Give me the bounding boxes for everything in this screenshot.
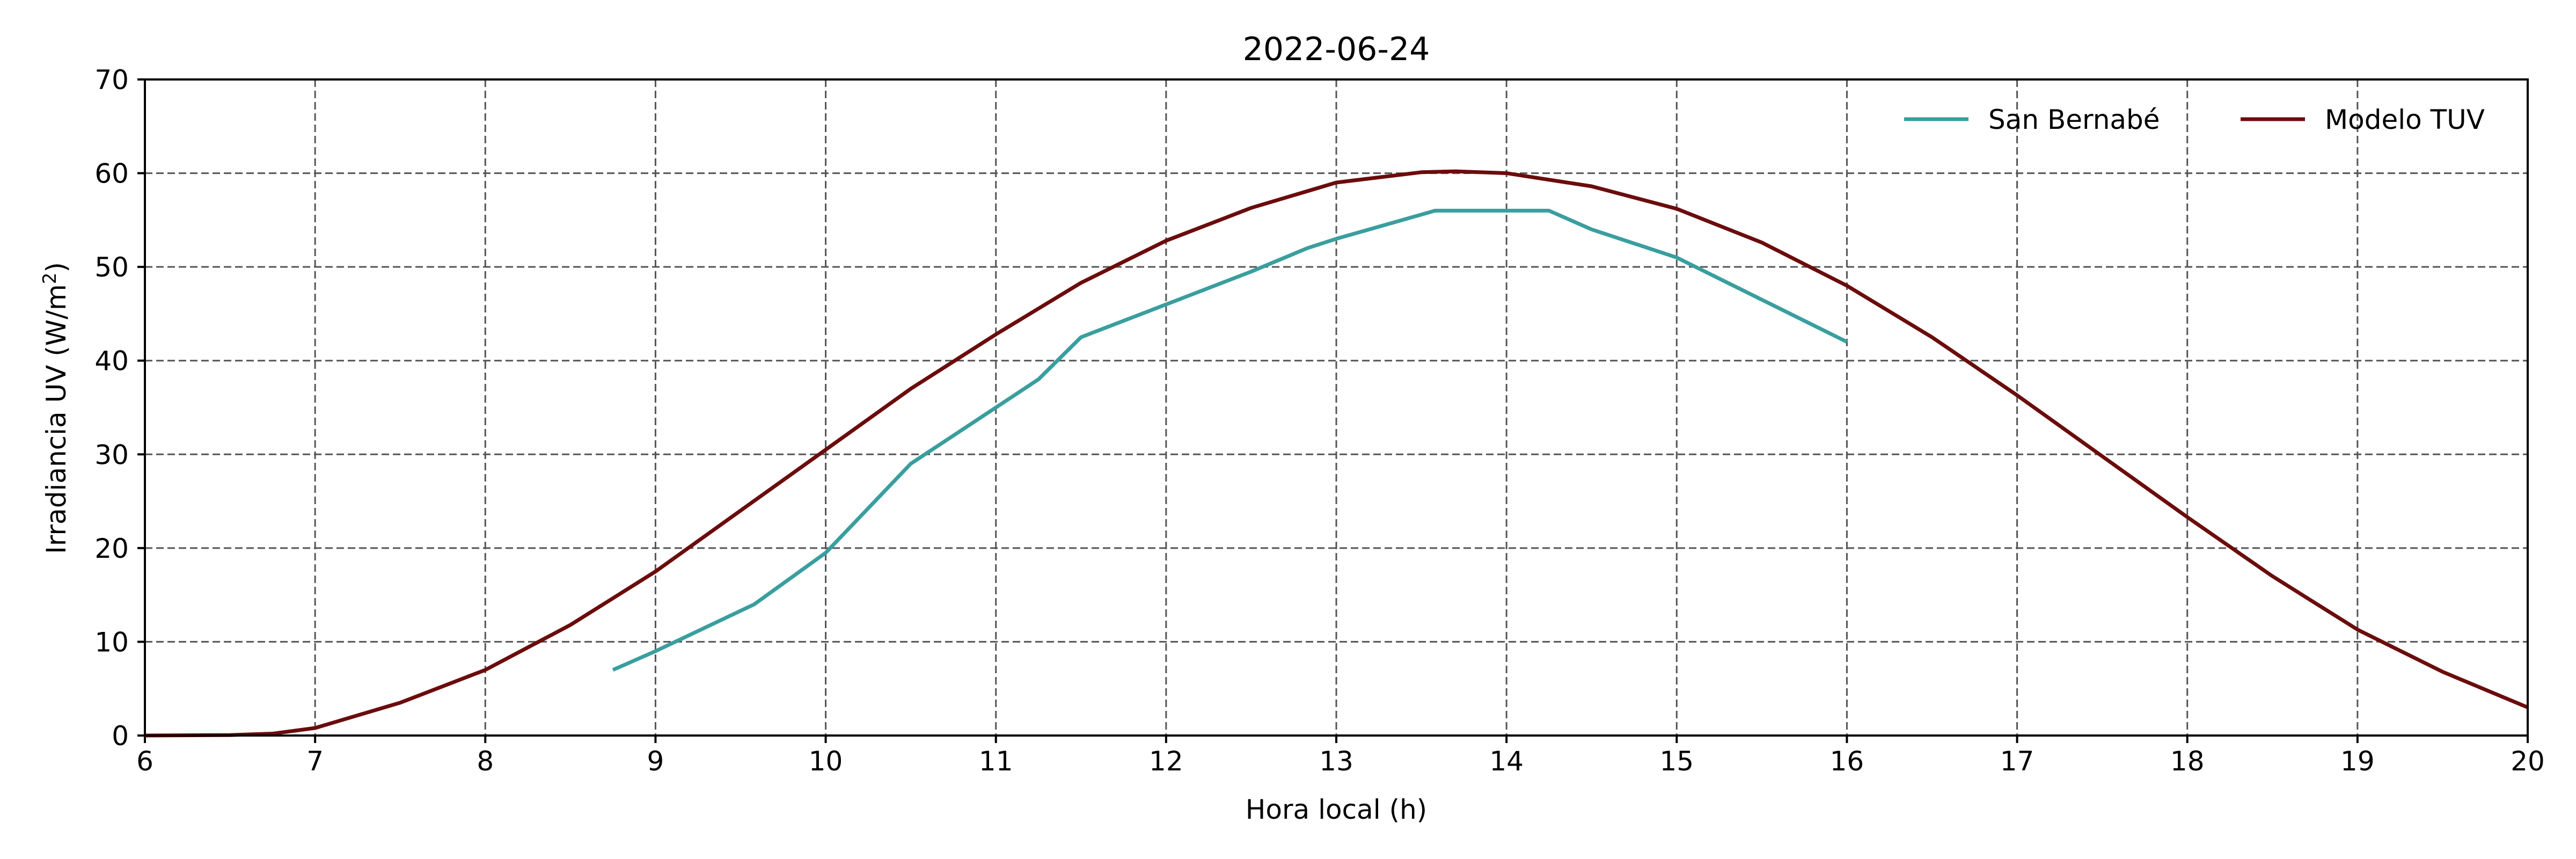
x-tick-label: 20	[2511, 746, 2545, 777]
y-axis-label-main: Irradiancia UV (W/m	[41, 284, 72, 554]
grid-lines	[145, 79, 2528, 736]
x-tick-label: 10	[809, 746, 843, 777]
y-tick-label: 20	[94, 533, 129, 564]
x-tick-label: 13	[1319, 746, 1353, 777]
chart-title: 2022-06-24	[1243, 31, 1430, 68]
x-axis-label: Hora local (h)	[1246, 794, 1427, 825]
x-tick-label: 19	[2340, 746, 2375, 777]
series-line-san-bernabe	[612, 208, 1848, 672]
legend-label: Modelo TUV	[2325, 104, 2485, 135]
y-tick-label: 60	[94, 158, 129, 190]
legend: San Bernabé Modelo TUV	[1904, 104, 2485, 135]
y-tick-label: 0	[112, 720, 129, 752]
x-tick-label: 11	[979, 746, 1013, 777]
x-tick-label: 17	[2000, 746, 2035, 777]
series-lines	[144, 169, 2529, 738]
y-axis-label: Irradiancia UV (W/m2)	[39, 262, 72, 554]
legend-label: San Bernabé	[1988, 104, 2160, 135]
axis-ticks: 6 7 8 9 10 11 12 13 14 15 16 17 18 19 20 0 10 20 30 40 50 60 7…	[94, 64, 2544, 777]
y-tick-label: 10	[94, 627, 129, 658]
x-tick-label: 7	[306, 746, 324, 777]
y-tick-label: 50	[94, 252, 129, 283]
x-tick-label: 12	[1149, 746, 1183, 777]
x-tick-label: 9	[647, 746, 664, 777]
x-tick-label: 8	[477, 746, 494, 777]
y-tick-label: 70	[94, 64, 129, 96]
y-tick-label: 40	[94, 346, 129, 377]
y-axis-label-superscript: 2	[39, 273, 61, 285]
plot-frame	[144, 78, 2529, 737]
y-tick-label: 30	[94, 439, 129, 470]
x-tick-label: 16	[1830, 746, 1864, 777]
y-axis-label-end: )	[41, 262, 72, 273]
series-line-modelo-tuv	[144, 169, 2529, 738]
x-tick-label: 14	[1489, 746, 1524, 777]
x-tick-label: 15	[1659, 746, 1694, 777]
x-tick-label: 18	[2170, 746, 2205, 777]
x-tick-label: 6	[136, 746, 153, 777]
